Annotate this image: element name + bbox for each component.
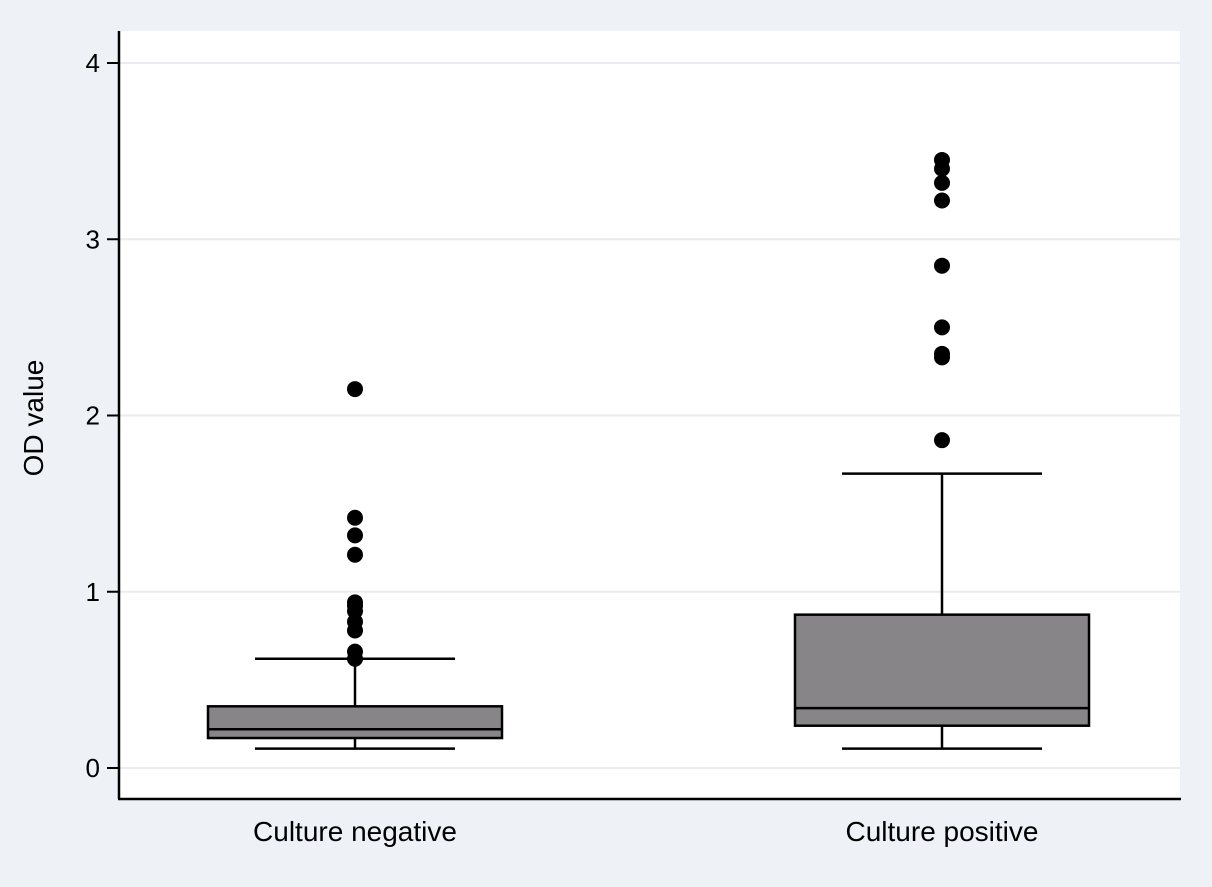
outlier-point bbox=[347, 527, 363, 544]
outlier-point bbox=[347, 509, 363, 526]
box-iqr bbox=[206, 705, 504, 740]
outlier-point bbox=[347, 381, 363, 398]
x-category-label: Culture negative bbox=[253, 816, 457, 847]
x-category-label: Culture positive bbox=[846, 816, 1039, 847]
tick-layer: 0 1 2 3 4 Culture negative Culture positive bbox=[86, 48, 1039, 847]
box-layer bbox=[206, 472, 1091, 750]
y-tick-label: 1 bbox=[86, 577, 100, 607]
outlier-point bbox=[934, 192, 950, 209]
y-tick-label: 3 bbox=[86, 224, 100, 254]
y-tick-label: 0 bbox=[86, 753, 100, 783]
y-tick-label: 2 bbox=[86, 401, 100, 431]
outlier-point bbox=[347, 594, 363, 611]
outlier-point bbox=[934, 151, 950, 168]
outlier-point bbox=[347, 643, 363, 660]
outlier-point bbox=[934, 319, 950, 336]
outlier-layer bbox=[347, 151, 950, 667]
outlier-point bbox=[934, 257, 950, 274]
y-tick-label: 4 bbox=[86, 48, 100, 78]
outlier-point bbox=[934, 432, 950, 449]
grid-layer bbox=[120, 62, 1180, 769]
outlier-point bbox=[347, 546, 363, 563]
outlier-point bbox=[934, 174, 950, 191]
outlier-point bbox=[934, 345, 950, 362]
y-axis-label: OD value bbox=[18, 360, 49, 477]
